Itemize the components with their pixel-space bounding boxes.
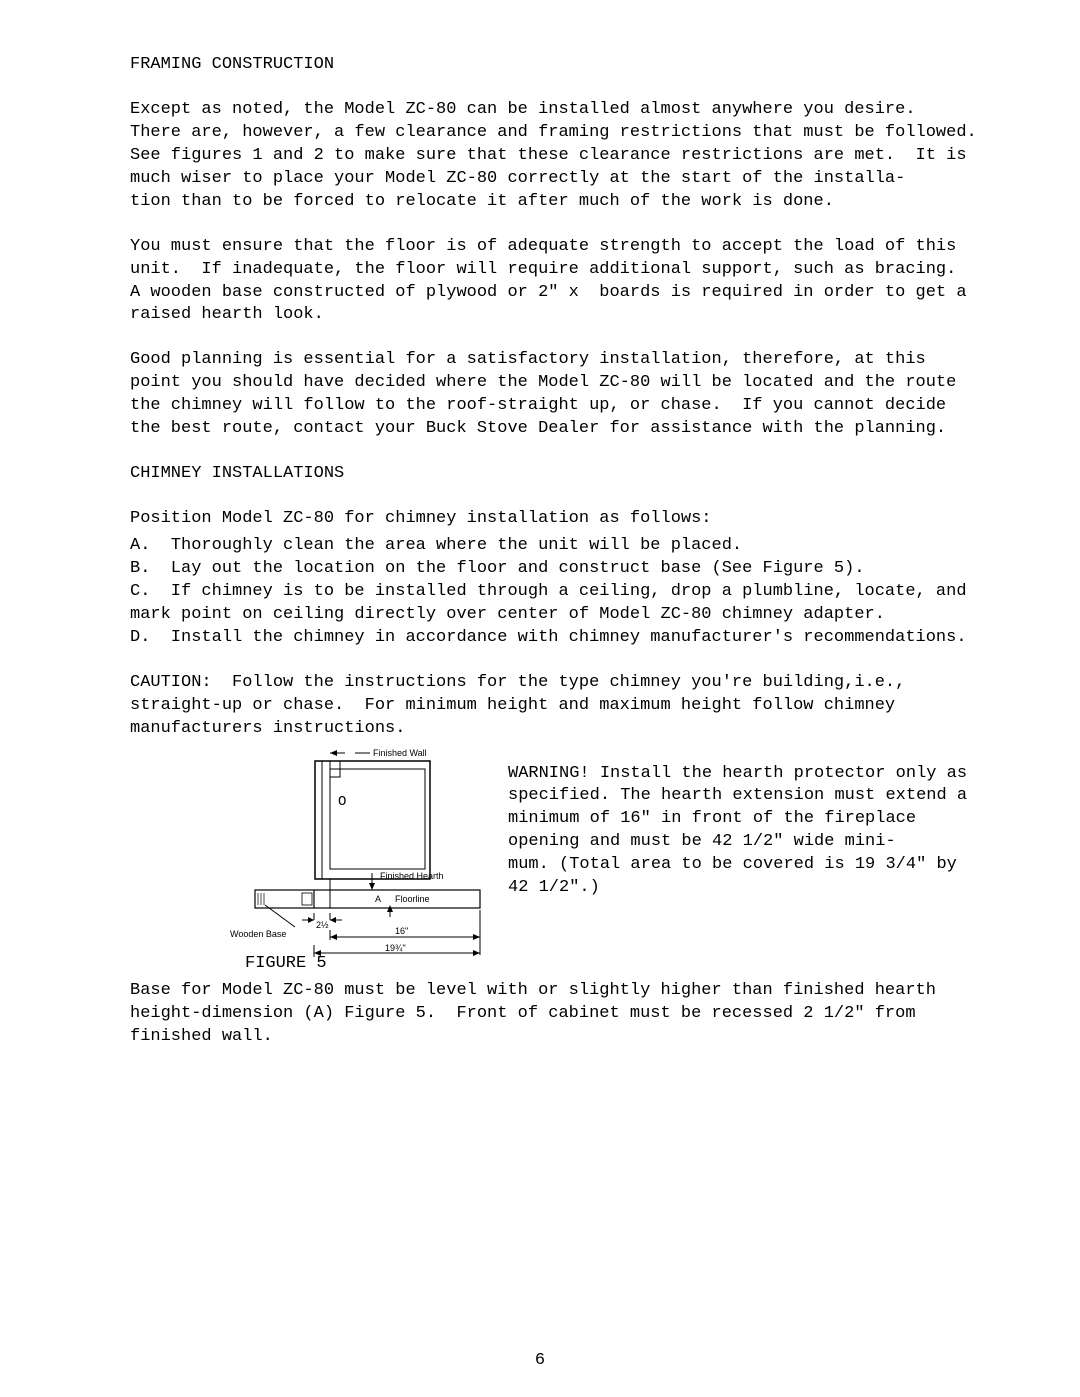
label-sixteen: 16" bbox=[395, 926, 408, 936]
step-d: D. Install the chimney in accordance wit… bbox=[130, 627, 980, 650]
step-c: C. If chimney is to be installed through… bbox=[130, 581, 980, 627]
step-a: A. Thoroughly clean the area where the u… bbox=[130, 535, 980, 558]
paragraph-1: Except as noted, the Model ZC-80 can be … bbox=[130, 99, 980, 214]
paragraph-2: You must ensure that the floor is of ade… bbox=[130, 236, 980, 328]
heading-framing: FRAMING CONSTRUCTION bbox=[130, 54, 980, 77]
label-wooden-base: Wooden Base bbox=[230, 929, 286, 939]
label-a: A bbox=[375, 894, 381, 904]
caution-paragraph: CAUTION: Follow the instructions for the… bbox=[130, 672, 980, 741]
warning-paragraph: WARNING! Install the hearth protector on… bbox=[490, 745, 980, 901]
heading-chimney: CHIMNEY INSTALLATIONS bbox=[130, 463, 980, 486]
label-two-half: 2½ bbox=[316, 920, 329, 930]
label-finished-wall: Finished Wall bbox=[373, 748, 427, 758]
label-nineteen: 19¾" bbox=[385, 943, 406, 953]
step-b: B. Lay out the location on the floor and… bbox=[130, 558, 980, 581]
chimney-intro: Position Model ZC-80 for chimney install… bbox=[130, 508, 980, 531]
page: FRAMING CONSTRUCTION Except as noted, th… bbox=[0, 0, 1080, 1397]
label-finished-hearth: Finished Hearth bbox=[380, 871, 444, 881]
label-floorline: Floorline bbox=[395, 894, 430, 904]
figure-5-diagram: Finished Wall O Finished Hearth bbox=[230, 745, 490, 974]
figure-5-block: Finished Wall O Finished Hearth bbox=[130, 745, 980, 977]
chimney-steps: A. Thoroughly clean the area where the u… bbox=[130, 535, 980, 650]
label-circle: O bbox=[338, 794, 346, 810]
page-number: 6 bbox=[0, 1350, 1080, 1373]
after-figure-paragraph: Base for Model ZC-80 must be level with … bbox=[130, 980, 980, 1049]
paragraph-3: Good planning is essential for a satisfa… bbox=[130, 349, 980, 441]
